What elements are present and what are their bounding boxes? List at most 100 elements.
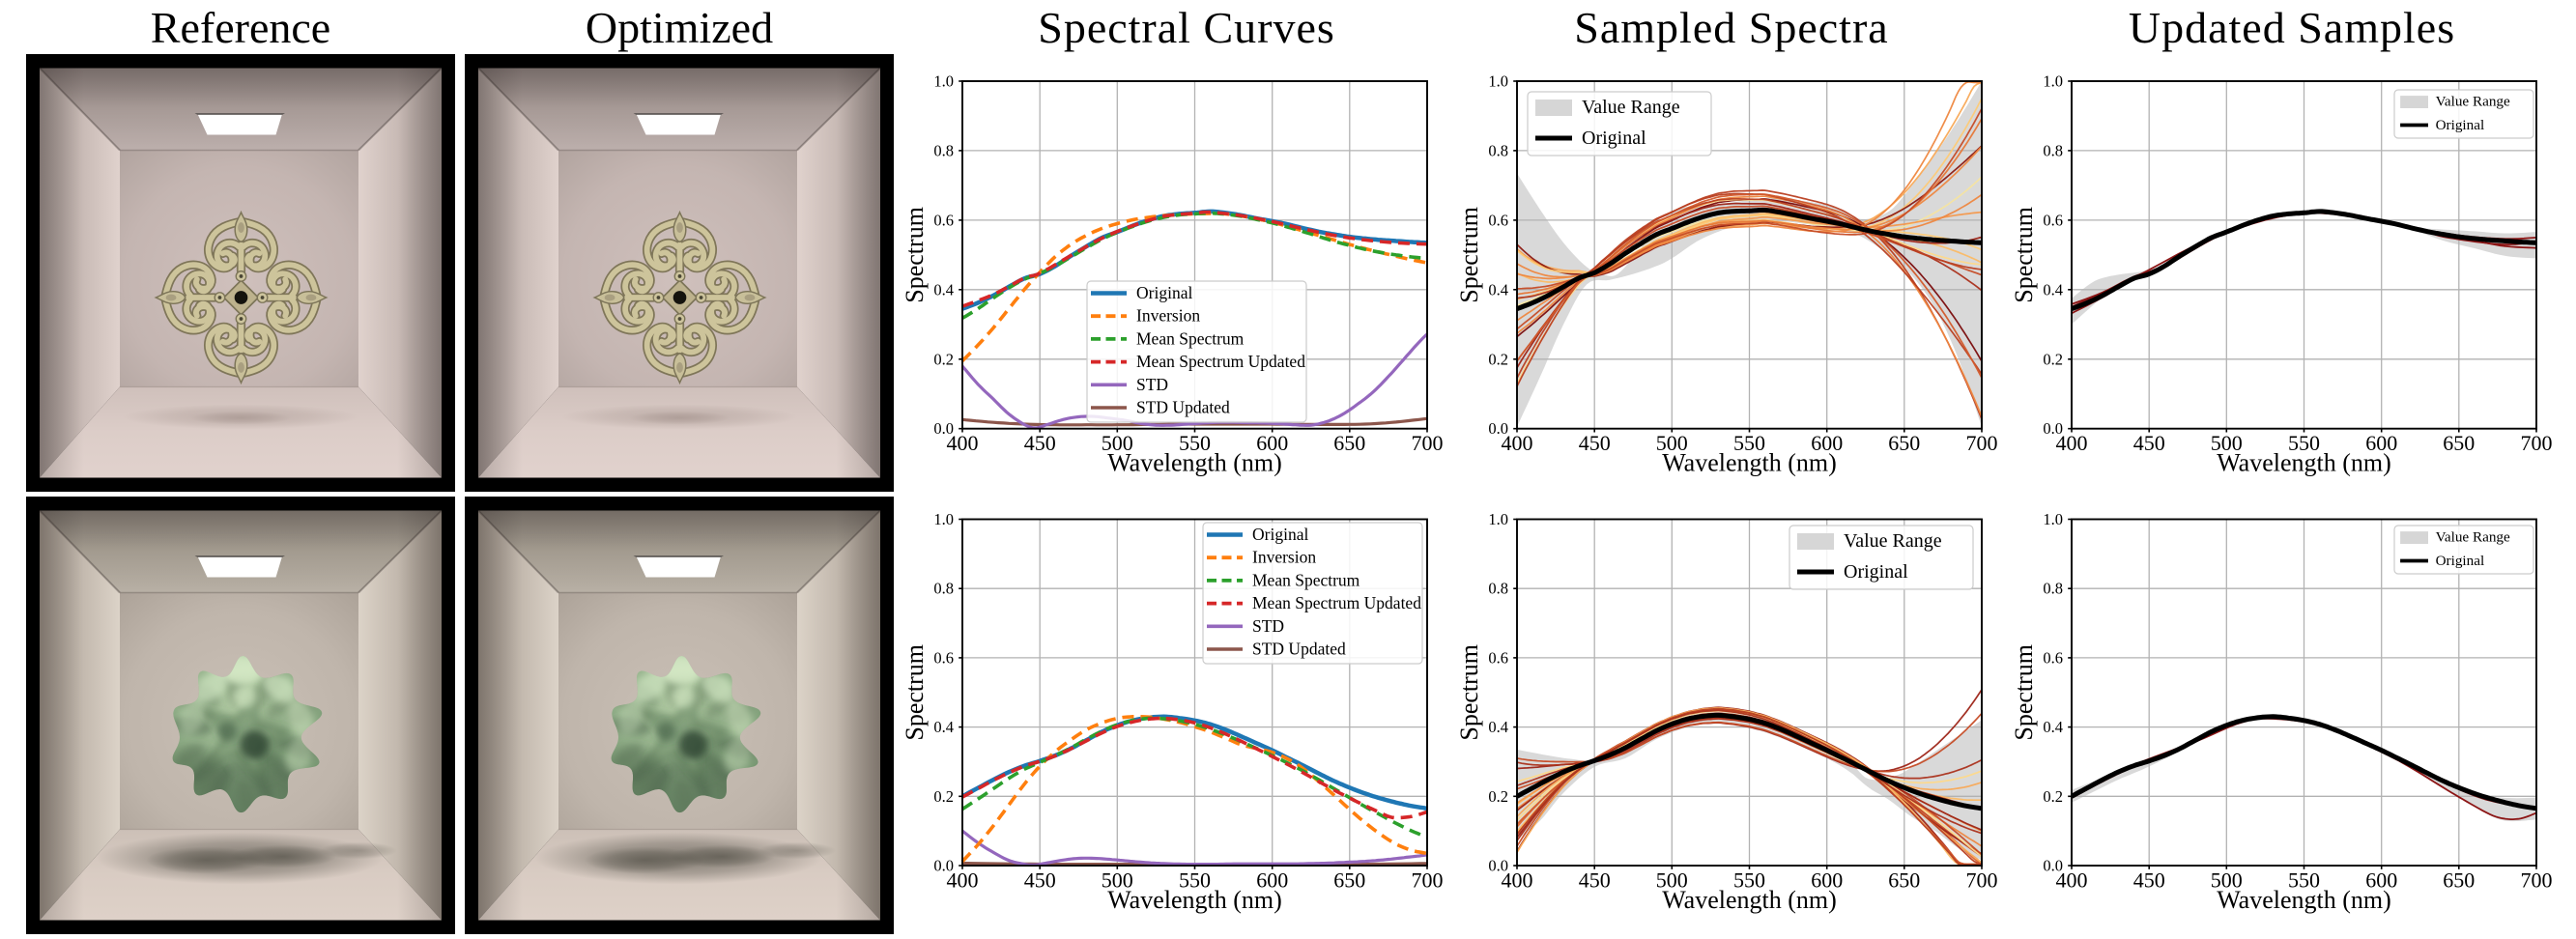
svg-text:700: 700 [1412,431,1444,455]
svg-text:Spectrum: Spectrum [901,644,929,741]
svg-text:0.0: 0.0 [1488,419,1508,438]
svg-text:500: 500 [1656,868,1688,893]
svg-text:0.8: 0.8 [2043,141,2063,159]
svg-text:Wavelength (nm): Wavelength (nm) [1662,449,1837,477]
svg-text:0.6: 0.6 [933,648,954,667]
svg-text:Wavelength (nm): Wavelength (nm) [1107,886,1282,914]
svg-text:650: 650 [2443,431,2475,455]
svg-text:450: 450 [1579,431,1611,455]
svg-text:450: 450 [2133,868,2165,893]
svg-text:700: 700 [1966,431,1998,455]
svg-text:0.0: 0.0 [2043,857,2063,875]
svg-text:0.2: 0.2 [2043,787,2063,806]
svg-text:Original: Original [1844,561,1908,583]
svg-text:Value Range: Value Range [1582,97,1680,118]
svg-text:0.6: 0.6 [1488,648,1508,667]
svg-text:Wavelength (nm): Wavelength (nm) [1107,449,1282,477]
svg-text:400: 400 [1502,431,1533,455]
svg-text:400: 400 [1502,868,1533,893]
svg-text:550: 550 [2288,431,2320,455]
svg-text:650: 650 [1888,431,1920,455]
svg-text:450: 450 [2133,431,2165,455]
svg-text:0.4: 0.4 [2043,718,2063,736]
svg-text:Spectrum: Spectrum [2010,207,2038,303]
svg-text:Value Range: Value Range [1844,530,1942,552]
svg-text:1.0: 1.0 [933,510,954,528]
svg-text:700: 700 [1412,868,1444,893]
svg-text:Mean Spectrum: Mean Spectrum [1136,328,1245,348]
svg-text:Reference: Reference [151,3,330,52]
svg-text:Spectrum: Spectrum [1455,644,1483,741]
svg-text:0.4: 0.4 [2043,280,2063,299]
svg-text:Spectrum: Spectrum [2010,644,2038,741]
svg-text:Wavelength (nm): Wavelength (nm) [2217,886,2391,914]
svg-text:Inversion: Inversion [1136,306,1200,326]
svg-text:500: 500 [2211,868,2243,893]
svg-text:400: 400 [2056,868,2088,893]
svg-text:0.6: 0.6 [933,211,954,229]
svg-text:500: 500 [1656,431,1688,455]
svg-text:Optimized: Optimized [586,3,773,52]
svg-text:650: 650 [1333,868,1365,893]
svg-text:700: 700 [2521,431,2553,455]
svg-text:550: 550 [1179,431,1211,455]
svg-text:0.2: 0.2 [1488,350,1508,368]
svg-text:Wavelength (nm): Wavelength (nm) [2217,449,2391,477]
svg-text:550: 550 [1733,431,1765,455]
svg-text:Original: Original [1252,525,1308,544]
svg-text:Mean Spectrum: Mean Spectrum [1252,570,1360,589]
svg-text:450: 450 [1024,868,1056,893]
svg-text:600: 600 [2365,868,2397,893]
svg-text:1.0: 1.0 [2043,510,2063,528]
svg-text:Value Range: Value Range [2436,94,2510,110]
svg-text:450: 450 [1579,868,1611,893]
svg-text:Mean Spectrum Updated: Mean Spectrum Updated [1252,593,1421,612]
svg-text:1.0: 1.0 [1488,510,1508,528]
svg-text:600: 600 [1811,868,1843,893]
svg-text:650: 650 [2443,868,2475,893]
svg-text:0.8: 0.8 [1488,141,1508,159]
svg-text:550: 550 [2288,868,2320,893]
svg-text:Mean Spectrum Updated: Mean Spectrum Updated [1136,352,1305,371]
svg-text:0.6: 0.6 [2043,648,2063,667]
svg-text:500: 500 [1102,868,1133,893]
svg-text:0.0: 0.0 [2043,419,2063,438]
svg-text:600: 600 [1256,431,1288,455]
svg-text:0.8: 0.8 [933,580,954,598]
svg-text:700: 700 [2521,868,2553,893]
svg-text:0.0: 0.0 [1488,857,1508,875]
svg-text:0.8: 0.8 [933,141,954,159]
svg-text:0.4: 0.4 [933,280,954,299]
svg-text:600: 600 [2365,431,2397,455]
svg-text:550: 550 [1733,868,1765,893]
svg-text:1.0: 1.0 [2043,72,2063,91]
svg-text:650: 650 [1888,868,1920,893]
svg-text:1.0: 1.0 [933,72,954,91]
svg-text:Spectrum: Spectrum [901,207,929,303]
svg-text:Original: Original [2436,117,2485,133]
svg-text:Spectral Curves: Spectral Curves [1038,3,1335,52]
svg-text:0.8: 0.8 [2043,580,2063,598]
svg-text:400: 400 [2056,431,2088,455]
svg-text:500: 500 [1102,431,1133,455]
svg-text:Value Range: Value Range [2436,529,2510,546]
svg-text:550: 550 [1179,868,1211,893]
svg-text:650: 650 [1333,431,1365,455]
svg-text:500: 500 [2211,431,2243,455]
svg-text:Spectrum: Spectrum [1455,207,1483,303]
svg-text:0.4: 0.4 [1488,280,1508,299]
svg-text:0.2: 0.2 [2043,350,2063,368]
svg-text:0.0: 0.0 [933,419,954,438]
svg-text:STD Updated: STD Updated [1136,398,1230,417]
svg-text:0.2: 0.2 [1488,787,1508,806]
svg-text:0.0: 0.0 [933,857,954,875]
svg-text:400: 400 [947,868,979,893]
svg-text:Wavelength (nm): Wavelength (nm) [1662,886,1837,914]
svg-text:1.0: 1.0 [1488,72,1508,91]
svg-text:STD Updated: STD Updated [1252,640,1346,659]
svg-text:0.4: 0.4 [1488,718,1508,736]
svg-text:Inversion: Inversion [1252,548,1316,567]
svg-text:600: 600 [1811,431,1843,455]
svg-text:STD: STD [1136,375,1168,394]
svg-text:0.6: 0.6 [1488,211,1508,229]
